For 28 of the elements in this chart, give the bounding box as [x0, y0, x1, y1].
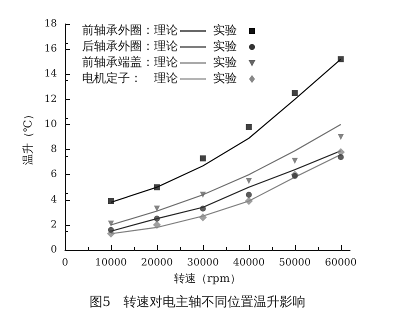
y-axis-title: 温升（℃）	[21, 108, 34, 166]
y-tick-label: 12	[44, 94, 57, 105]
y-tick-label: 10	[44, 118, 57, 130]
legend-label: 实验	[213, 71, 237, 85]
x-tick-label: 0	[62, 258, 68, 268]
y-tick-label: 8	[50, 144, 57, 156]
text: 图5 转速对电主轴不同位置温升影响	[89, 294, 306, 310]
x-tick-label: 20000	[141, 258, 173, 268]
y-tick-label: 6	[50, 169, 57, 180]
x-tick-label: 50000	[278, 258, 311, 268]
x-tick-label: 10000	[95, 258, 127, 268]
legend-label: 前轴承端盖：理论	[82, 55, 178, 69]
legend-label: 实验	[213, 23, 237, 37]
legend-label: 后轴承外圈：理论	[82, 39, 178, 53]
legend-label: 电机定子： 理论	[82, 71, 178, 85]
y-tick-label: 16	[44, 44, 57, 55]
legend-label: 前轴承外圈：理论	[82, 23, 178, 37]
y-tick-label: 18	[44, 18, 57, 30]
x-tick-label: 40000	[232, 258, 265, 268]
legend-label: 实验	[213, 55, 237, 69]
y-tick-label: 2	[50, 219, 57, 230]
y-tick-label: 14	[44, 68, 57, 80]
legend-label: 实验	[213, 39, 237, 53]
x-axis-title: 转速（rpm）	[174, 272, 241, 285]
y-tick-label: 4	[50, 194, 57, 206]
x-tick-label: 30000	[186, 258, 219, 268]
y-tick-label: 0	[50, 244, 57, 256]
x-tick-label: 60000	[324, 258, 357, 268]
